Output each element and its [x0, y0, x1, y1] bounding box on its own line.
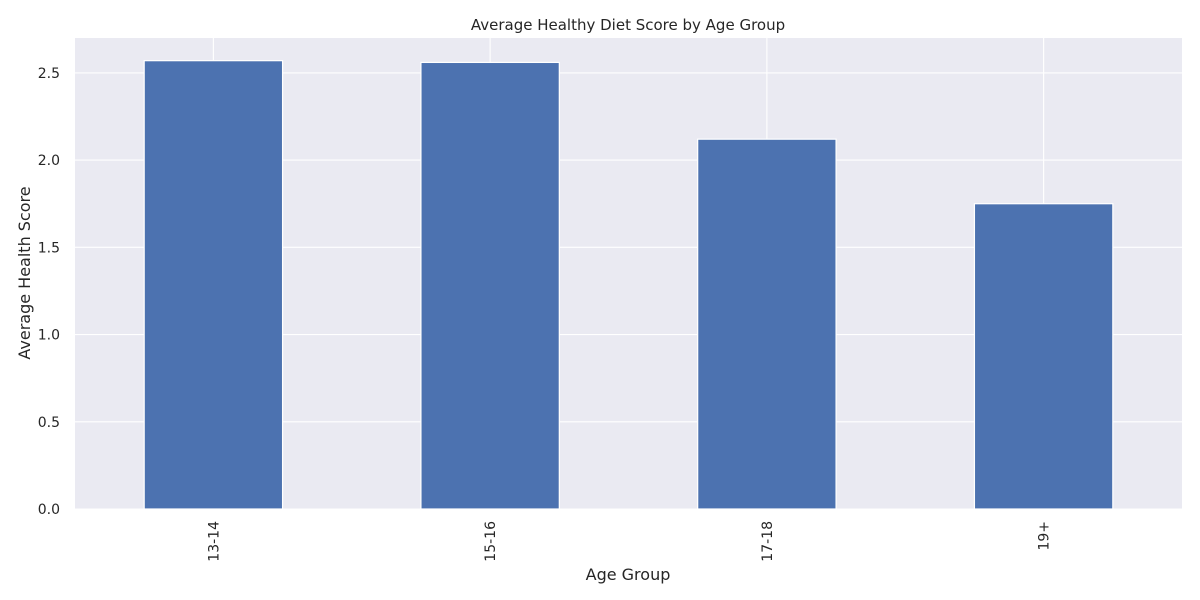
bar-13-14 — [143, 60, 284, 510]
x-tick-label: 13-14 — [206, 521, 222, 562]
bar-17-18 — [697, 138, 837, 510]
y-tick-label: 0.5 — [38, 415, 60, 431]
bar-19+ — [973, 203, 1114, 510]
y-tick-label: 1.0 — [38, 328, 60, 344]
x-axis-label: Age Group — [586, 565, 671, 584]
y-tick-label: 2.0 — [38, 153, 60, 169]
x-axis-ticks: 13-14 15-16 17-18 19+ — [206, 521, 1052, 562]
x-tick-label: 19+ — [1037, 521, 1053, 551]
y-tick-label: 0.0 — [38, 502, 60, 518]
x-tick-label: 17-18 — [760, 521, 776, 562]
bar-15-16 — [420, 61, 560, 510]
y-axis-label: Average Health Score — [15, 186, 34, 359]
y-axis-ticks: 0.0 0.5 1.0 1.5 2.0 2.5 — [38, 66, 60, 518]
y-tick-label: 1.5 — [38, 240, 60, 256]
chart-title: Average Healthy Diet Score by Age Group — [471, 16, 785, 34]
y-tick-label: 2.5 — [38, 66, 60, 82]
bars — [143, 60, 1114, 510]
x-tick-label: 15-16 — [483, 521, 499, 562]
